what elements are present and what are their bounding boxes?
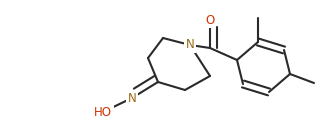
Text: O: O [206,13,214,27]
Text: N: N [186,38,194,52]
Text: N: N [127,92,136,104]
Text: HO: HO [94,106,112,118]
